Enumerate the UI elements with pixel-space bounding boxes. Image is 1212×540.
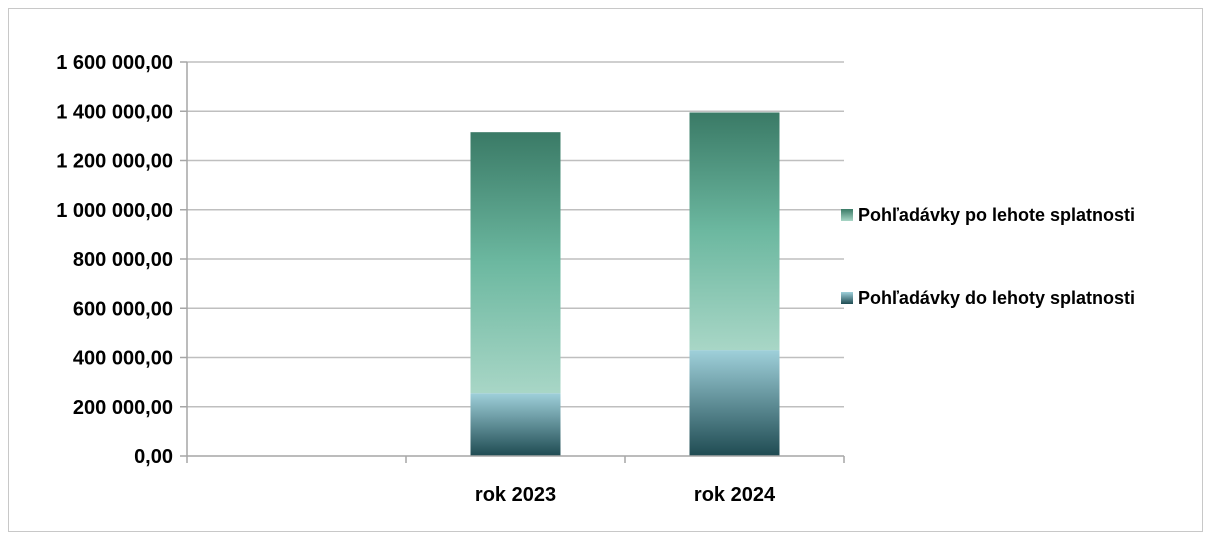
y-tick-label: 1 400 000,00	[56, 101, 173, 123]
x-axis-tick-labels: rok 2023 rok 2024	[475, 484, 776, 506]
x-tick-label: rok 2024	[694, 484, 776, 506]
bars	[470, 112, 780, 456]
stacked-bar-chart: 0,00 200 000,00 400 000,00 600 000,00 800 00…	[56, 52, 1135, 506]
x-tick-label: rok 2023	[475, 484, 556, 506]
bar-po-lehote-1	[470, 132, 561, 394]
y-tick-label: 600 000,00	[73, 298, 173, 320]
y-tick-label: 1 000 000,00	[56, 200, 173, 222]
legend-label: Pohľadávky do lehoty splatnosti	[858, 288, 1135, 308]
y-tick-label: 400 000,00	[73, 348, 173, 370]
legend-swatch	[841, 292, 853, 304]
y-tick-label: 200 000,00	[73, 397, 173, 419]
axes	[180, 61, 845, 463]
bar-do-lehoty-1	[470, 393, 561, 456]
bar-do-lehoty-2	[689, 350, 780, 456]
bar-po-lehote-2	[689, 112, 780, 351]
legend: Pohľadávky po lehote splatnosti Pohľadávk…	[841, 205, 1135, 308]
chart-container: 0,00 200 000,00 400 000,00 600 000,00 800 00…	[8, 8, 1203, 532]
legend-swatch	[841, 209, 853, 221]
y-tick-label: 1 600 000,00	[56, 52, 173, 74]
y-tick-label: 1 200 000,00	[56, 151, 173, 173]
legend-label: Pohľadávky po lehote splatnosti	[858, 205, 1135, 225]
y-axis-tick-labels: 0,00 200 000,00 400 000,00 600 000,00 800 00…	[56, 52, 173, 468]
y-tick-label: 800 000,00	[73, 249, 173, 271]
y-tick-label: 0,00	[134, 446, 173, 468]
